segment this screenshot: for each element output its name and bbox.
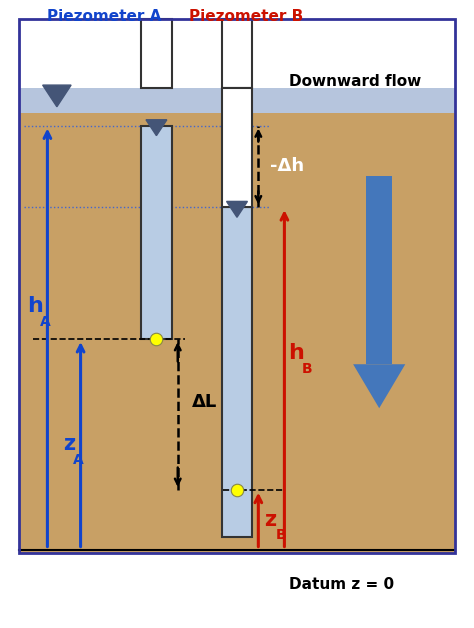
Text: h: h xyxy=(288,344,304,363)
Text: ΔL: ΔL xyxy=(192,393,217,411)
Bar xyxy=(19,19,455,88)
Bar xyxy=(141,19,172,88)
Text: Piezometer B: Piezometer B xyxy=(189,9,304,24)
Polygon shape xyxy=(353,364,405,408)
Bar xyxy=(221,207,252,537)
Bar xyxy=(19,113,455,553)
Text: B: B xyxy=(275,528,286,543)
Polygon shape xyxy=(146,120,167,136)
Text: z: z xyxy=(63,435,75,454)
Bar xyxy=(221,19,252,88)
Text: Datum z = 0: Datum z = 0 xyxy=(289,577,394,592)
Polygon shape xyxy=(43,85,71,107)
Text: -Δh: -Δh xyxy=(270,158,304,175)
Bar xyxy=(19,88,455,113)
Text: h: h xyxy=(27,296,44,316)
Text: Downward flow: Downward flow xyxy=(289,74,422,89)
Text: z: z xyxy=(264,510,276,529)
Polygon shape xyxy=(227,202,247,217)
Bar xyxy=(19,553,455,628)
Text: B: B xyxy=(301,362,312,376)
Bar xyxy=(366,176,392,364)
Bar xyxy=(141,126,172,339)
Text: A: A xyxy=(40,315,50,329)
Text: A: A xyxy=(73,453,83,467)
Bar xyxy=(221,88,252,207)
Text: Piezometer A: Piezometer A xyxy=(47,9,162,24)
Bar xyxy=(19,19,455,553)
